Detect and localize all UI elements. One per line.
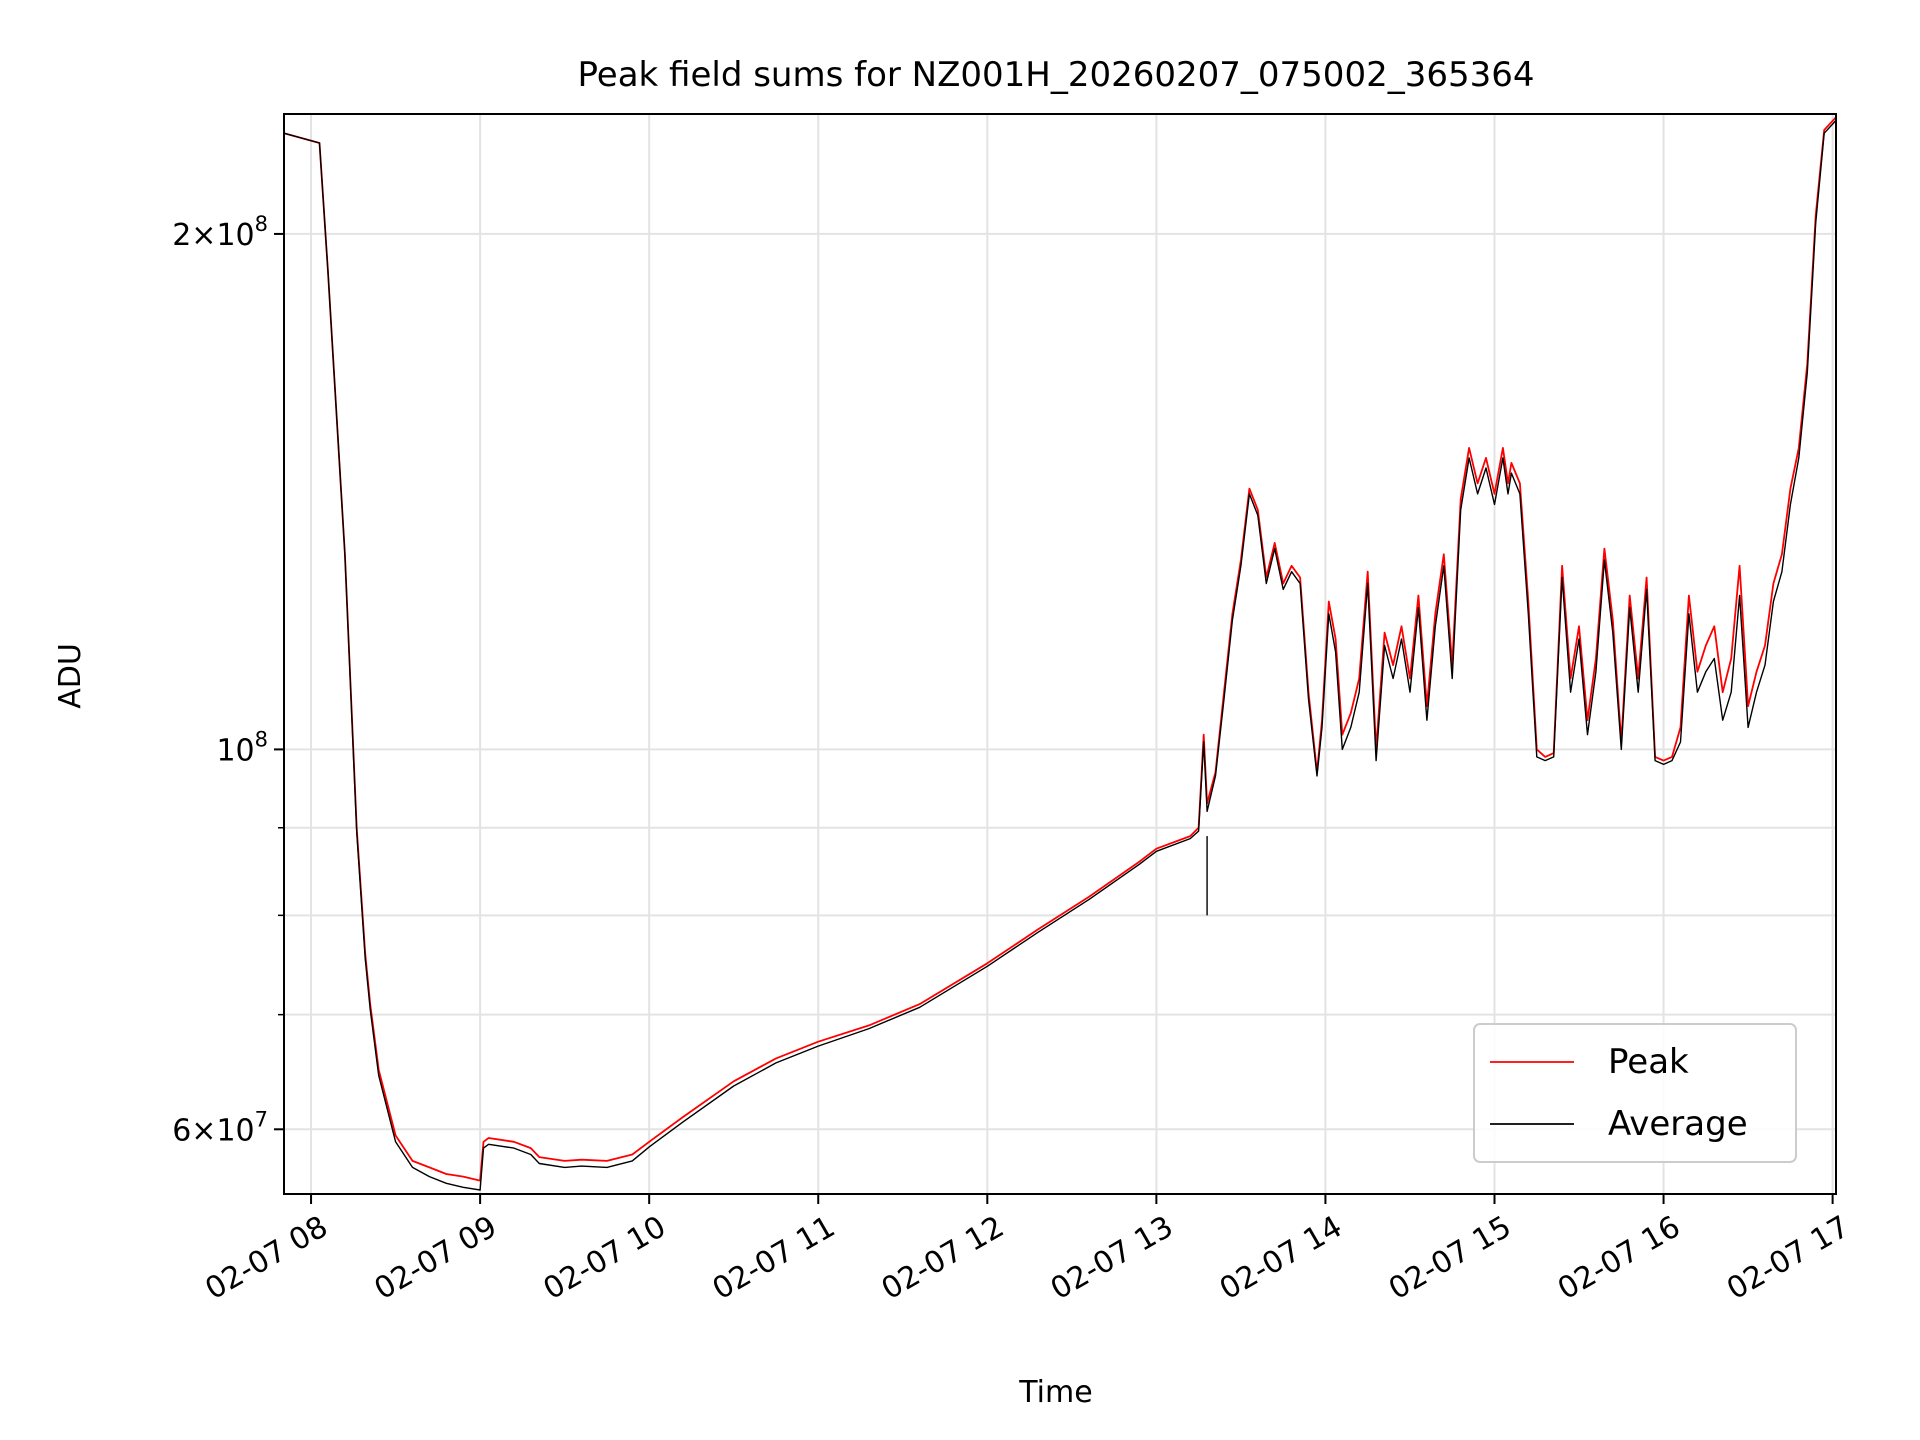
y-tick-base: 10	[216, 733, 254, 768]
series-line-average	[283, 119, 1837, 1191]
series-layer	[283, 116, 1837, 1191]
y-tick-label: 108	[216, 727, 268, 768]
y-tick-base: 10	[216, 218, 254, 253]
legend-label-average: Average	[1608, 1104, 1748, 1144]
legend-label-peak: Peak	[1608, 1042, 1689, 1082]
y-tick-base: 10	[216, 1113, 254, 1148]
y-tick-times: ×	[191, 218, 216, 253]
y-axis-label: ADU	[53, 643, 88, 709]
y-tick-mantissa: 6	[172, 1113, 191, 1148]
series-line-peak	[283, 116, 1837, 1182]
legend: Peak Average	[1473, 1023, 1797, 1163]
legend-box	[1473, 1023, 1797, 1163]
y-tick-exponent: 7	[255, 1107, 268, 1131]
x-axis-label: Time	[1018, 1375, 1092, 1410]
y-tick-label: 6×107	[172, 1107, 268, 1148]
y-tick-exponent: 8	[255, 212, 268, 236]
axes-frame	[283, 113, 1837, 1195]
y-tick-mantissa: 2	[172, 218, 191, 253]
chart-title: Peak field sums for NZ001H_20260207_0750…	[578, 55, 1535, 95]
y-tick-times: ×	[191, 1113, 216, 1148]
y-tick-exponent: 8	[255, 727, 268, 751]
y-tick-label: 2×108	[172, 212, 268, 253]
